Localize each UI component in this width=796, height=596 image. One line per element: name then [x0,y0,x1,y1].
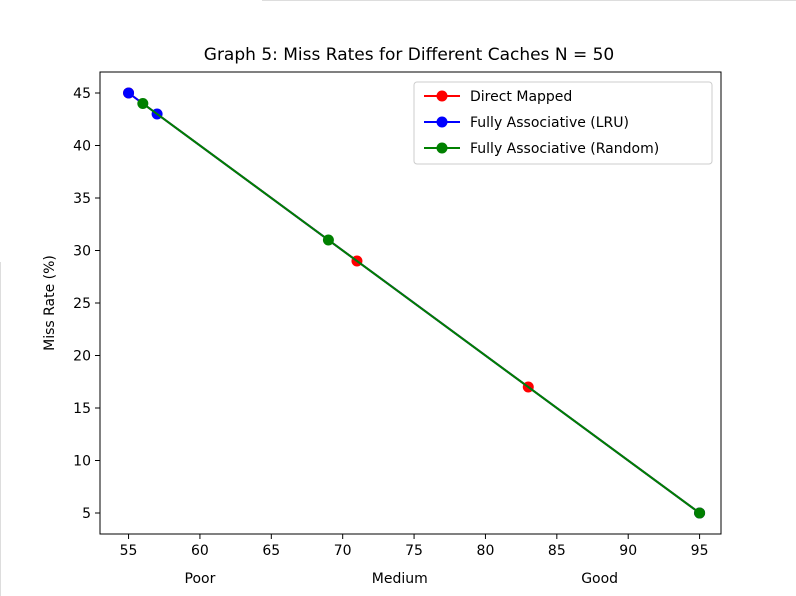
series-line-2 [142,102,701,514]
y-tick-label-2: 15 [73,401,91,417]
y-tick-label-7: 40 [73,139,91,155]
x-tick-label-6: 85 [548,543,566,559]
legend-marker-1 [436,116,448,128]
legend-marker-0 [436,90,448,102]
x-tick-label-5: 80 [477,543,495,559]
legend-label-2: Fully Associative (Random) [470,141,659,157]
window-top-border [262,0,796,1]
y-tick-label-0: 5 [82,506,91,522]
legend-label-1: Fully Associative (LRU) [470,115,629,131]
x-tick-label-1: 60 [191,543,209,559]
legend-marker-2 [436,142,448,154]
series-1-point-0 [123,87,135,99]
series-2-point-1 [322,234,334,246]
x-tick-label-2: 65 [262,543,280,559]
series-2-point-2 [694,507,706,519]
category-label-2: Good [581,571,618,587]
y-tick-label-5: 30 [73,244,91,260]
y-axis-label: Miss Rate (%) [42,255,58,351]
x-tick-label-4: 75 [405,543,423,559]
y-tick-label-6: 35 [73,191,91,207]
x-tick-label-7: 90 [619,543,637,559]
legend-box [413,81,713,165]
y-tick-label-4: 25 [73,296,91,312]
y-tick-label-3: 20 [73,349,91,365]
window-left-border [0,262,1,596]
x-tick-label-8: 95 [691,543,709,559]
category-label-1: Medium [372,571,428,587]
chart-title: Graph 5: Miss Rates for Different Caches… [204,45,614,65]
category-label-0: Poor [185,571,216,587]
plot-area: 55 60 65 70 75 80 85 90 95 5 10 15 20 25 30 35 40 45 Poor M… [73,71,722,587]
legend: Direct Mapped Fully Associative (LRU) Full… [413,81,713,165]
x-tick-label-0: 55 [120,543,138,559]
x-tick-label-3: 70 [334,543,352,559]
series-2-point-0 [137,98,149,109]
y-tick-label-8: 45 [73,86,91,102]
y-tick-label-1: 10 [73,454,91,470]
legend-label-0: Direct Mapped [470,89,572,105]
